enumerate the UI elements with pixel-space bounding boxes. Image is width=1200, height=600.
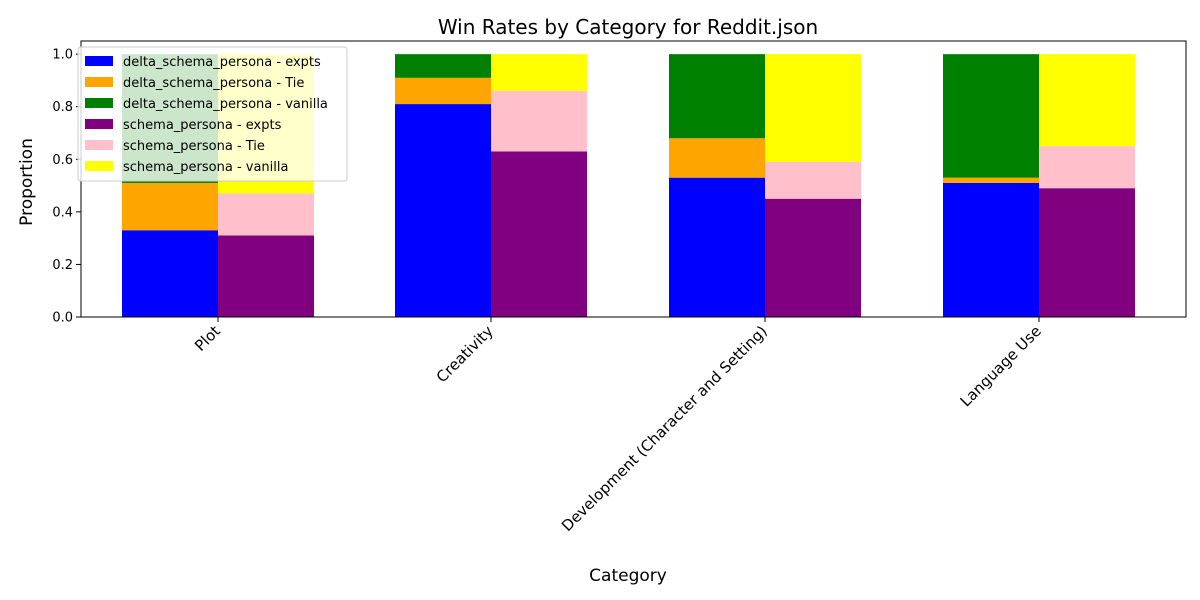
x-tick-label: Language Use: [957, 322, 1045, 410]
y-tick-label: 0.4: [52, 205, 73, 220]
bar-delta-schema-persona-vanilla-2: [669, 54, 765, 139]
legend-label: schema_persona - Tie: [123, 139, 265, 154]
legend-label: schema_persona - vanilla: [123, 160, 288, 175]
bar-delta-schema-persona-tie-2: [669, 138, 765, 178]
legend-box: [77, 46, 348, 182]
legend-label: delta_schema_persona - Tie: [123, 76, 304, 91]
legend-swatch: [85, 161, 113, 171]
bar-delta-schema-persona-expts-1: [395, 104, 491, 317]
x-tick-label: Creativity: [433, 322, 497, 386]
bar-schema-persona-tie-3: [1039, 146, 1135, 189]
y-tick-label: 0.2: [52, 258, 73, 273]
y-tick-label: 0.0: [52, 311, 73, 326]
legend-swatch: [85, 119, 113, 129]
bar-schema-persona-tie-1: [491, 90, 587, 152]
bar-schema-persona-expts-2: [765, 198, 861, 317]
bar-schema-persona-tie-2: [765, 161, 861, 199]
legend-swatch: [85, 98, 113, 108]
bar-delta-schema-persona-expts-0: [122, 230, 218, 317]
legend-swatch: [85, 140, 113, 150]
legend: delta_schema_persona - expts delta_schema…: [77, 46, 348, 182]
bar-schema-persona-expts-3: [1039, 188, 1135, 317]
legend-swatch: [85, 77, 113, 87]
chart-title: Win Rates by Category for Reddit.json: [438, 15, 818, 39]
x-tick-label: Development (Character and Setting): [558, 322, 771, 535]
bar-delta-schema-persona-tie-1: [395, 77, 491, 105]
legend-swatch: [85, 56, 113, 66]
x-axis-title: Category: [589, 566, 667, 586]
y-tick-label: 1.0: [52, 48, 73, 63]
bar-delta-schema-persona-expts-2: [669, 177, 765, 317]
y-axis: 0.0 0.2 0.4 0.6 0.8 1.0: [52, 48, 81, 326]
legend-label: delta_schema_persona - expts: [123, 55, 321, 70]
y-tick-label: 0.8: [52, 100, 73, 115]
legend-label: delta_schema_persona - vanilla: [123, 97, 328, 112]
bar-delta-schema-persona-vanilla-3: [943, 54, 1039, 178]
bar-delta-schema-persona-vanilla-1: [395, 54, 491, 78]
bar-delta-schema-persona-tie-3: [943, 177, 1039, 183]
bar-schema-persona-vanilla-1: [491, 54, 587, 91]
x-axis: Plot Creativity Development (Character and…: [191, 317, 1045, 535]
bar-delta-schema-persona-expts-3: [943, 182, 1039, 317]
bar-schema-persona-expts-0: [218, 235, 314, 317]
bar-schema-persona-vanilla-3: [1039, 54, 1135, 147]
bar-schema-persona-vanilla-2: [765, 54, 861, 162]
y-axis-title: Proportion: [17, 138, 37, 226]
bar-schema-persona-expts-1: [491, 151, 587, 317]
y-tick-label: 0.6: [52, 153, 73, 168]
bar-delta-schema-persona-tie-0: [122, 182, 218, 231]
legend-label: schema_persona - expts: [123, 118, 282, 133]
x-tick-label: Plot: [191, 322, 224, 355]
bar-schema-persona-tie-0: [218, 193, 314, 236]
